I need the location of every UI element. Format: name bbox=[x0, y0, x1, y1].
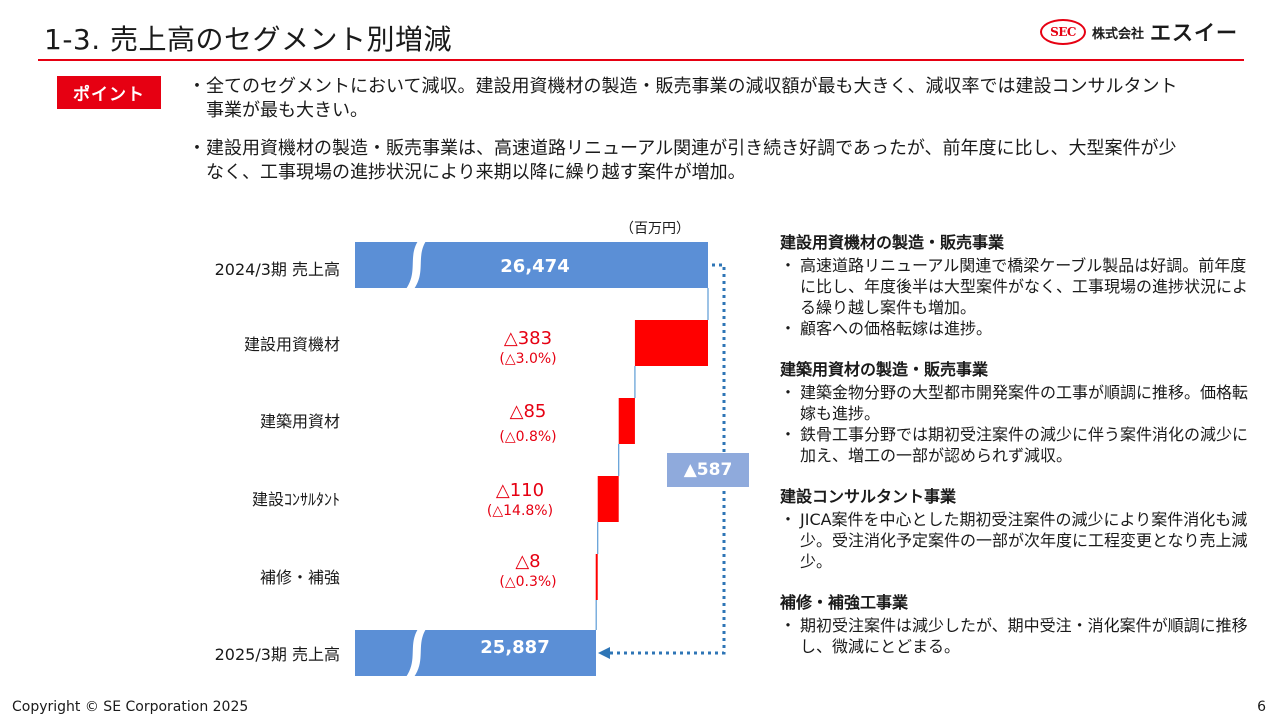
change-percent: (△3.0%) bbox=[499, 351, 557, 367]
total-change-box: ▲587 bbox=[667, 453, 749, 487]
data-label-change: △85 (△0.8%) bbox=[478, 401, 578, 446]
category-label-end-total: 2025/3期 売上高 bbox=[214, 645, 340, 664]
note-heading: 建設コンサルタント事業 bbox=[780, 487, 957, 506]
point-badge: ポイント bbox=[57, 76, 161, 109]
change-value: △8 bbox=[515, 551, 541, 572]
bar-change bbox=[597, 476, 619, 522]
data-label-change: △8 (△0.3%) bbox=[478, 551, 578, 591]
note-heading: 建築用資材の製造・販売事業 bbox=[780, 360, 989, 379]
change-value: △383 bbox=[503, 328, 553, 349]
title-divider bbox=[38, 59, 1244, 61]
note-item: 期初受注案件は減少したが、期中受注・消化案件が順調に推移し、微減にとどまる。 bbox=[780, 615, 1250, 657]
data-label-start-total: 26,474 bbox=[500, 256, 570, 277]
bar-change bbox=[618, 398, 635, 444]
data-label-change: △383 (△3.0%) bbox=[478, 328, 578, 368]
note-heading: 建設用資機材の製造・販売事業 bbox=[780, 233, 1005, 252]
category-label: 建築用資材 bbox=[259, 412, 340, 431]
note-item: 顧客への価格転嫁は進捗。 bbox=[780, 318, 1250, 339]
point-bullets: 全てのセグメントにおいて減収。建設用資機材の製造・販売事業の減収額が最も大きく、… bbox=[188, 75, 1188, 185]
sec-logo-mark: SEC bbox=[1040, 19, 1086, 45]
page-title: 1-3. 売上高のセグメント別増減 bbox=[44, 23, 453, 56]
bar-change bbox=[595, 554, 598, 600]
note-item: 建築金物分野の大型都市開発案件の工事が順調に推移。価格転嫁も進捗。 bbox=[780, 382, 1250, 424]
segment-notes: 建設用資機材の製造・販売事業 高速道路リニューアル関連で橋梁ケーブル製品は好調。… bbox=[780, 232, 1250, 657]
change-percent: (△14.8%) bbox=[486, 503, 554, 519]
category-label: 建設用資機材 bbox=[243, 335, 340, 354]
data-label-change: △110 (△14.8%) bbox=[470, 480, 570, 520]
change-value: △85 bbox=[509, 401, 547, 422]
chart-unit-label: （百万円） bbox=[620, 221, 690, 237]
logo-company-name: エスイー bbox=[1150, 21, 1239, 45]
bar-end-total bbox=[355, 630, 596, 676]
page-number: 6 bbox=[1257, 699, 1266, 715]
data-label-end-total: 25,887 bbox=[480, 637, 550, 658]
arrow-head-icon bbox=[598, 647, 610, 659]
axis-break-mark bbox=[406, 629, 426, 677]
category-label: 補修・補強 bbox=[259, 568, 340, 587]
note-item: 鉄骨工事分野では期初受注案件の減少に伴う案件消化の減少に加え、増工の一部が認めら… bbox=[780, 424, 1250, 466]
company-logo: SEC 株式会社 エスイー bbox=[1040, 18, 1238, 46]
logo-company-prefix: 株式会社 bbox=[1092, 26, 1145, 42]
note-section: 建設用資機材の製造・販売事業 高速道路リニューアル関連で橋梁ケーブル製品は好調。… bbox=[780, 232, 1250, 339]
change-percent: (△0.3%) bbox=[499, 574, 557, 590]
category-label: 建設ｺﾝｻﾙﾀﾝﾄ bbox=[251, 490, 340, 509]
change-value: △110 bbox=[495, 480, 545, 501]
note-item: 高速道路リニューアル関連で橋梁ケーブル製品は好調。前年度に比し、年度後半は大型案… bbox=[780, 255, 1250, 318]
note-heading: 補修・補強工事業 bbox=[780, 593, 909, 612]
note-section: 建設コンサルタント事業 JICA案件を中心とした期初受注案件の減少により案件消化… bbox=[780, 486, 1250, 572]
change-percent: (△0.8%) bbox=[499, 429, 557, 445]
copyright-text: Copyright © SE Corporation 2025 bbox=[12, 699, 249, 715]
point-bullet: 全てのセグメントにおいて減収。建設用資機材の製造・販売事業の減収額が最も大きく、… bbox=[188, 75, 1188, 123]
note-section: 補修・補強工事業 期初受注案件は減少したが、期中受注・消化案件が順調に推移し、微… bbox=[780, 592, 1250, 657]
bar-change bbox=[634, 320, 708, 366]
axis-break-mark bbox=[406, 241, 426, 289]
note-section: 建築用資材の製造・販売事業 建築金物分野の大型都市開発案件の工事が順調に推移。価… bbox=[780, 359, 1250, 466]
category-label-start-total: 2024/3期 売上高 bbox=[214, 260, 340, 279]
point-bullet: 建設用資機材の製造・販売事業は、高速道路リニューアル関連が引き続き好調であったが… bbox=[188, 137, 1188, 185]
note-item: JICA案件を中心とした期初受注案件の減少により案件消化も減少。受注消化予定案件… bbox=[780, 509, 1250, 572]
